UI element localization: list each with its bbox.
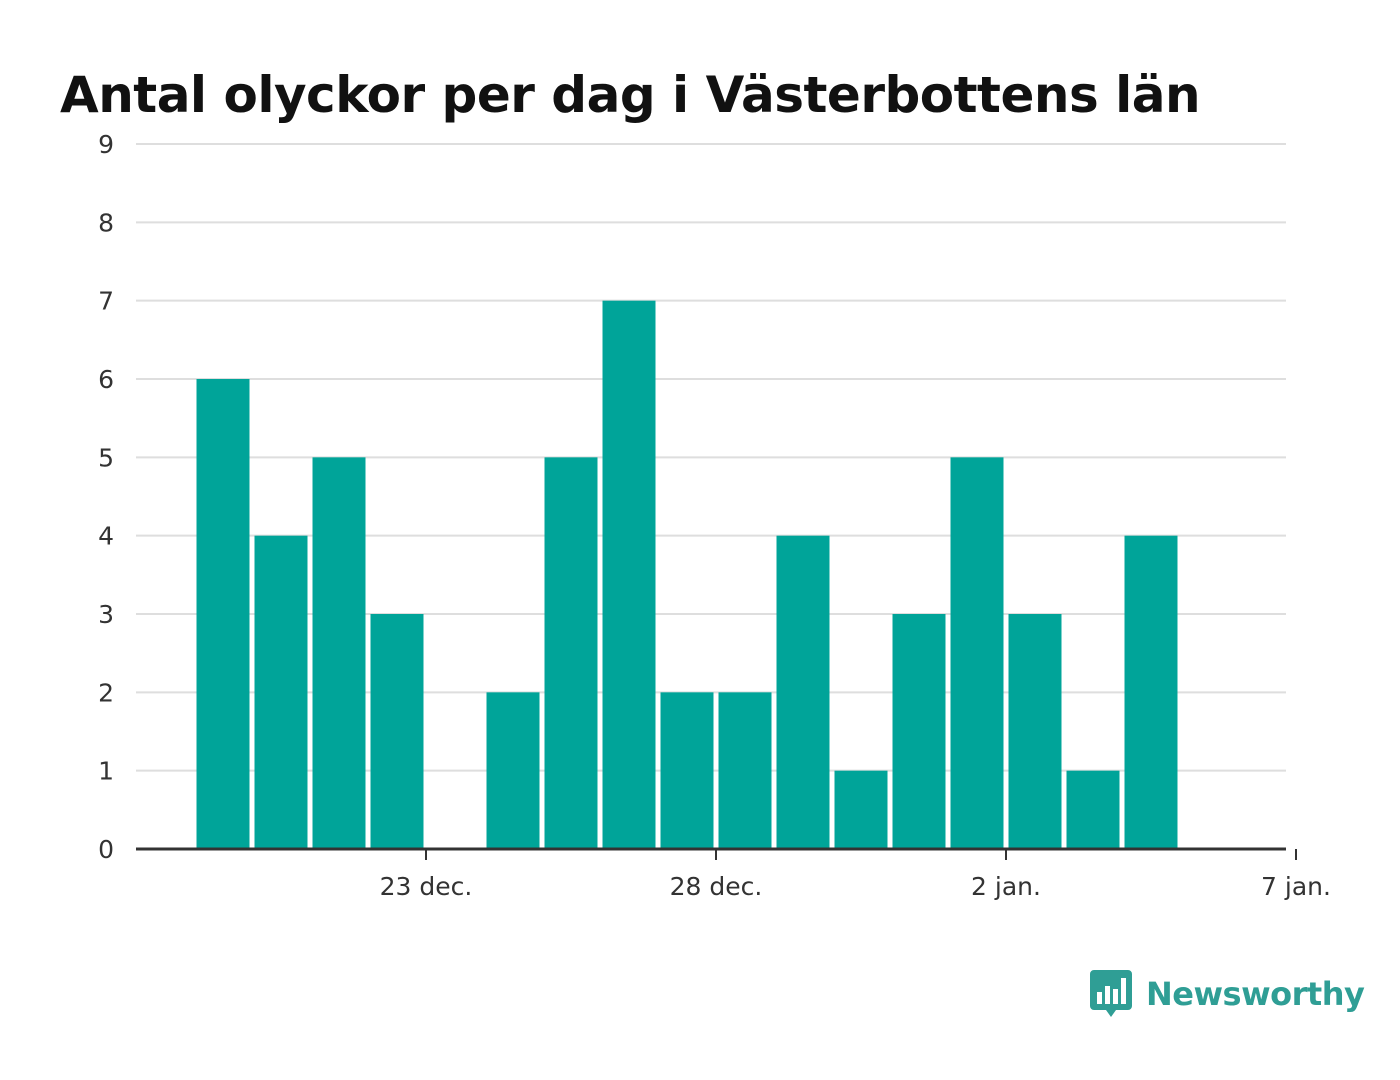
bar [1067, 771, 1120, 849]
y-tick-label: 3 [98, 600, 114, 629]
brand-name: Newsworthy [1146, 975, 1364, 1013]
x-tick-label: 23 dec. [380, 872, 473, 901]
bar [487, 692, 540, 849]
x-tick-label: 2 jan. [971, 872, 1041, 901]
bar [719, 692, 772, 849]
bar [893, 614, 946, 849]
bar [603, 301, 656, 849]
y-tick-label: 6 [98, 365, 114, 394]
y-tick-label: 2 [98, 678, 114, 707]
bar [835, 771, 888, 849]
bars [197, 301, 1178, 849]
bar [545, 457, 598, 849]
y-tick-label: 0 [98, 835, 114, 864]
bar [1009, 614, 1062, 849]
bar [255, 536, 308, 849]
gridlines [136, 144, 1286, 771]
x-tick-label: 7 jan. [1261, 872, 1331, 901]
x-tick-label: 28 dec. [670, 872, 763, 901]
bar [313, 457, 366, 849]
y-tick-label: 9 [98, 130, 114, 159]
y-tick-label: 7 [98, 287, 114, 316]
y-tick-label: 1 [98, 757, 114, 786]
bar [1125, 536, 1178, 849]
bar [951, 457, 1004, 849]
bar [661, 692, 714, 849]
newsworthy-logo-icon [1090, 970, 1132, 1018]
bar [197, 379, 250, 849]
y-tick-label: 8 [98, 208, 114, 237]
x-axis: 23 dec. 28 dec. 2 jan. 7 jan. [136, 849, 1331, 901]
bar [777, 536, 830, 849]
bar [371, 614, 424, 849]
y-tick-label: 4 [98, 522, 114, 551]
y-axis: 0 1 2 3 4 5 6 7 8 9 [98, 130, 114, 864]
bar-chart: 0 1 2 3 4 5 6 7 8 9 23 dec. 28 dec. 2 jan. 7 jan. [0, 0, 1400, 1080]
newsworthy-brand: Newsworthy [1090, 970, 1364, 1018]
y-tick-label: 5 [98, 443, 114, 472]
